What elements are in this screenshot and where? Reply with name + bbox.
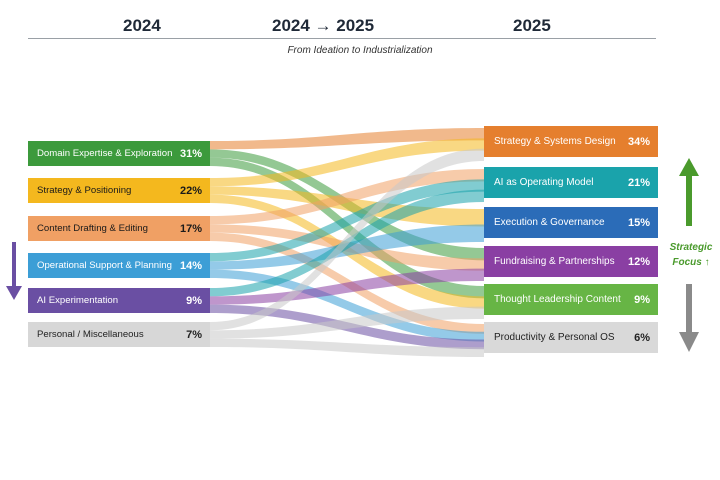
down-arrow-icon-right <box>679 284 699 352</box>
right-category-fundraising-partnerships: Fundraising & Partnerships 12% <box>484 246 658 277</box>
right-year-heading: 2025 <box>513 16 551 35</box>
flow-band <box>210 157 484 299</box>
left-year-heading: 2024 <box>123 16 161 35</box>
subtitle: From Ideation to Industrialization <box>287 45 433 56</box>
left-category-pct: 17% <box>179 222 202 235</box>
left-category-ai-experimentation: AI Experimentation 9% <box>28 288 210 313</box>
left-category-label: Strategy & Positioning <box>37 185 132 196</box>
flow-band <box>210 306 484 339</box>
right-category-pct: 12% <box>627 255 650 268</box>
flow-band <box>210 179 484 262</box>
right-category-pct: 21% <box>627 176 650 189</box>
right-category-label: Productivity & Personal OS <box>494 332 615 343</box>
flow-band <box>210 138 484 187</box>
right-category-label: Execution & Governance <box>494 217 605 228</box>
right-category-label: AI as Operating Model <box>494 177 594 188</box>
left-category-label: Content Drafting & Editing <box>37 223 148 234</box>
left-category-label: Personal / Miscellaneous <box>37 329 144 340</box>
flow-band <box>210 186 484 227</box>
left-category-pct: 22% <box>179 184 202 197</box>
right-category-pct: 6% <box>634 331 650 344</box>
right-category-pct: 15% <box>627 216 650 229</box>
left-category-operational-support: Operational Support & Planning 14% <box>28 253 210 278</box>
strategic-focus-label: Strategic Focus ↑ <box>669 242 713 268</box>
flow-band <box>210 128 484 150</box>
left-category-label: AI Experimentation <box>37 295 119 306</box>
right-category-ai-operating-model: AI as Operating Model 21% <box>484 167 658 198</box>
right-category-label: Fundraising & Partnerships <box>494 256 615 267</box>
flow-band <box>210 338 484 357</box>
right-category-label: Strategy & Systems Design <box>494 136 616 147</box>
up-arrow-icon <box>679 158 699 226</box>
flow-band <box>210 268 484 305</box>
flow-band <box>210 169 484 225</box>
right-category-pct: 9% <box>634 293 650 306</box>
down-arrow-icon-left <box>6 242 22 300</box>
left-category-content-drafting: Content Drafting & Editing 17% <box>28 216 210 241</box>
right-category-productivity-personal-os: Productivity & Personal OS 6% <box>484 322 658 353</box>
left-category-label: Operational Support & Planning <box>37 260 172 271</box>
left-category-pct: 9% <box>186 294 202 307</box>
left-category-pct: 7% <box>186 328 202 341</box>
left-category-pct: 14% <box>179 259 202 272</box>
left-category-personal-misc: Personal / Miscellaneous 7% <box>28 322 210 347</box>
right-category-thought-leadership: Thought Leadership Content 9% <box>484 284 658 315</box>
left-category-label: Domain Expertise & Exploration <box>37 148 173 159</box>
right-category-strategy-systems: Strategy & Systems Design 34% <box>484 126 658 157</box>
flow-band <box>210 148 484 331</box>
left-category-pct: 31% <box>179 147 202 160</box>
flow-band <box>210 269 484 342</box>
transition-heading: 2024 → 2025 <box>272 16 375 35</box>
right-category-label: Thought Leadership Content <box>494 294 621 305</box>
header-divider <box>28 38 656 39</box>
right-category-execution-governance: Execution & Governance 15% <box>484 207 658 238</box>
right-category-pct: 34% <box>627 135 650 148</box>
left-category-strategy-positioning: Strategy & Positioning 22% <box>28 178 210 203</box>
left-category-domain-expertise: Domain Expertise & Exploration 31% <box>28 141 210 166</box>
